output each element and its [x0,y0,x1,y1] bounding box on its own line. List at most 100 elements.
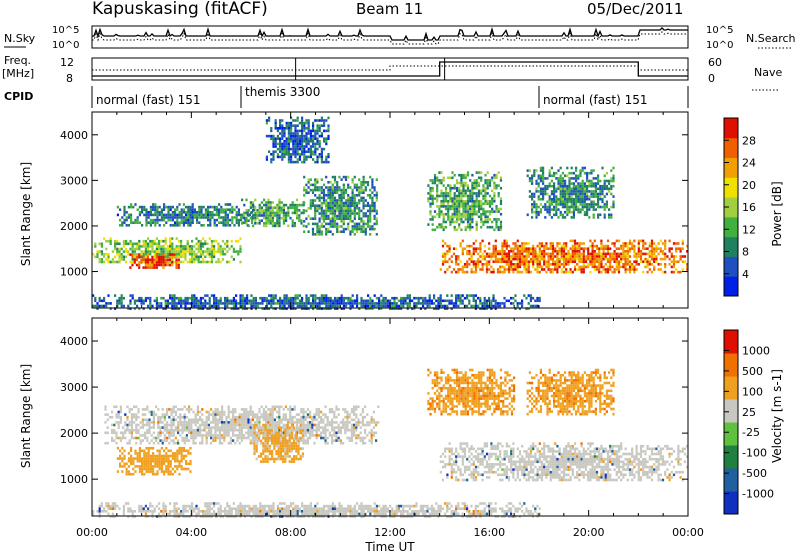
scatter-cell [436,225,439,229]
scatter-cell [327,201,330,205]
scatter-cell [234,410,237,414]
scatter-cell [152,203,155,206]
scatter-cell [281,155,284,159]
scatter-cell [378,296,381,300]
scatter-cell [221,247,224,251]
scatter-cell [575,190,578,193]
scatter-cell [239,294,242,297]
scatter-cell [192,410,195,414]
scatter-cell [281,150,284,153]
scatter-cell [507,257,511,261]
scatter-cell [115,405,118,409]
scatter-cell [200,224,203,227]
scatter-cell [580,247,583,250]
scatter-cell [338,186,341,189]
scatter-cell [466,171,470,174]
scatter-cell [485,265,489,269]
scatter-cell [155,413,158,416]
scatter-cell [303,188,306,192]
scatter-cell [581,182,584,185]
scatter-cell [532,255,535,258]
scatter-cell [575,174,578,178]
scatter-cell [546,192,549,196]
scatter-cell [132,221,135,224]
scatter-cell [650,252,654,256]
scatter-cell [675,250,678,253]
scatter-cell [331,191,334,194]
scatter-cell [590,200,593,204]
scatter-cell [314,207,317,210]
scatter-cell [180,208,183,211]
scatter-cell [162,250,165,253]
scatter-cell [464,215,467,219]
scatter-cell [177,441,180,445]
scatter-cell [518,270,522,274]
scatter-cell [213,247,216,251]
scatter-cell [147,237,150,240]
scatter-cell [235,307,238,310]
scatter-cell [320,212,323,215]
scatter-cell [531,192,534,196]
scatter-cell [301,129,304,133]
scatter-cell [397,299,400,303]
scatter-cell [141,205,144,209]
scatter-cell [213,299,216,303]
scatter-cell [267,198,270,202]
scatter-cell [207,423,210,427]
scatter-cell [305,158,308,161]
scatter-cell [593,260,596,263]
scatter-cell [207,426,210,429]
scatter-cell [340,299,343,303]
scatter-cell [246,296,249,300]
scatter-cell [135,436,138,440]
scatter-cell [327,124,330,127]
scatter-cell [329,220,332,223]
scatter-cell [382,302,385,305]
scatter-cell [285,121,288,125]
scatter-cell [316,204,319,207]
scatter-cell [204,213,207,217]
scatter-cell [267,415,270,419]
scatter-cell [263,224,266,228]
scatter-cell [247,209,250,212]
scatter-cell [283,127,286,130]
scatter-cell [655,257,658,261]
scatter-cell [133,436,136,440]
scatter-cell [318,217,321,220]
scatter-cell [622,244,625,248]
scatter-cell [480,205,483,208]
scatter-cell [450,299,453,303]
velocity-scatter-cells [92,368,689,518]
scatter-cell [329,204,332,207]
scatter-cell [402,296,405,300]
scatter-cell [160,304,163,308]
scatter-cell [259,302,262,305]
scatter-cell [294,132,297,135]
scatter-cell [344,199,348,202]
scatter-cell [542,182,545,185]
scatter-cell [369,209,372,213]
scatter-cell [356,294,359,297]
scatter-cell [270,127,273,130]
scatter-cell [562,242,566,245]
scatter-cell [133,428,136,432]
noise-right-label: N.Search [746,32,796,45]
scatter-cell [146,255,149,259]
scatter-cell [246,302,249,305]
scatter-cell [314,217,317,220]
scatter-cell [537,177,540,180]
scatter-cell [166,250,169,253]
scatter-cell [287,147,290,151]
scatter-cell [347,222,350,226]
scatter-cell [160,239,163,243]
scatter-cell [323,129,326,133]
scatter-cell [316,132,319,135]
scatter-cell [422,296,425,300]
scatter-cell [279,145,282,148]
scatter-cell [474,270,478,274]
scatter-cell [624,270,627,274]
scatter-cell [583,213,586,217]
scatter-cell [133,307,136,310]
scatter-cell [138,205,141,209]
scatter-cell [539,166,542,170]
